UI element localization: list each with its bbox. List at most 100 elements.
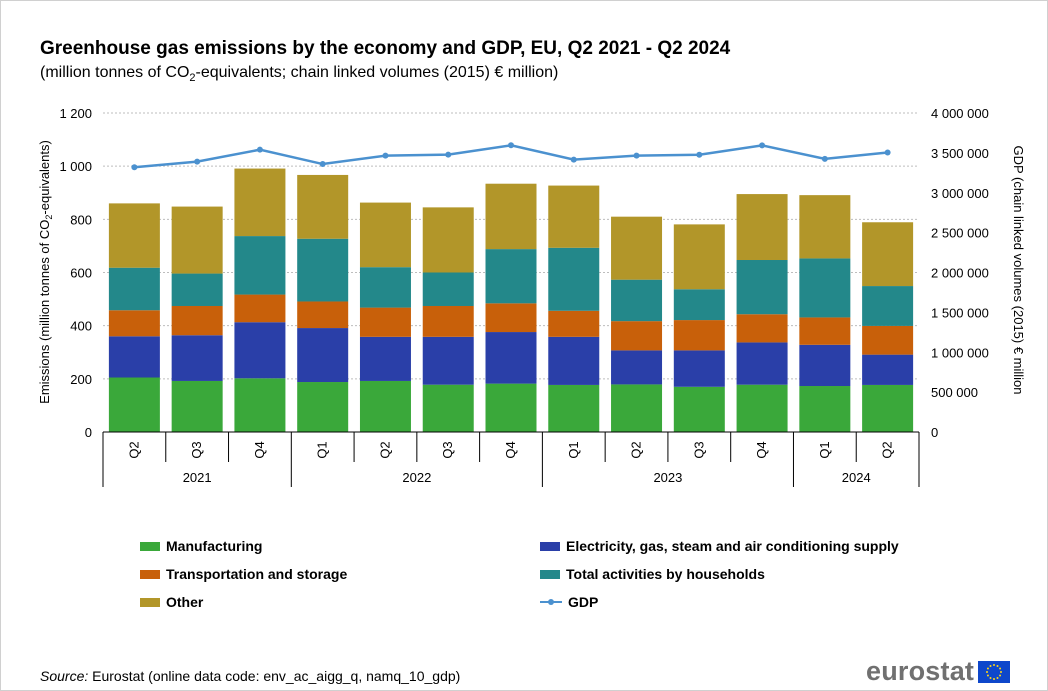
gdp-point [445, 151, 452, 158]
y-tick-right-label: 4 000 000 [931, 106, 989, 121]
legend-label: Other [166, 594, 204, 610]
bar-segment [485, 303, 537, 333]
y-tick-left-label: 1 200 [59, 106, 92, 121]
chart-subtitle: (million tonnes of CO2-equivalents; chai… [40, 64, 558, 84]
bar-segment [673, 320, 725, 351]
bar-segment [862, 325, 914, 355]
gdp-line-series [131, 142, 891, 171]
eurostat-logo: eurostat [866, 656, 1011, 687]
bar-segment [171, 380, 223, 432]
ylabel-sub: 2 [44, 215, 54, 220]
bar-segment [171, 206, 223, 274]
bar-segment [234, 322, 286, 379]
bar-segment [171, 273, 223, 306]
x-tick-label: Q4 [754, 441, 769, 458]
x-tick-label: Q2 [377, 441, 392, 458]
legend-swatch [140, 597, 160, 607]
bar-segment [611, 350, 663, 385]
subtitle-subscript: 2 [189, 72, 196, 85]
bar-segment [485, 383, 537, 432]
y-tick-right-label: 3 500 000 [931, 146, 989, 161]
gdp-point [256, 146, 263, 153]
bar-segment [736, 342, 788, 385]
flag-star [993, 677, 996, 680]
y-tick-right-label: 3 000 000 [931, 186, 989, 201]
bar-segment [359, 336, 411, 381]
x-group-label: 2024 [842, 470, 871, 485]
bar-segment [359, 307, 411, 337]
gdp-point [633, 152, 640, 159]
legend-label: Electricity, gas, steam and air conditio… [566, 538, 899, 554]
flag-star [993, 663, 996, 666]
x-tick-label: Q2 [629, 441, 644, 458]
y-tick-right-label: 1 000 000 [931, 345, 989, 360]
y-axis-right-label: GDP (chain linked volumes (2015) € milli… [1011, 145, 1026, 394]
bar-segment [799, 317, 851, 345]
chart-title: Greenhouse gas emissions by the economy … [40, 38, 731, 59]
bar-segment [171, 335, 223, 381]
bar-segment [485, 183, 537, 250]
gdp-line [134, 144, 888, 169]
x-tick-label: Q2 [880, 441, 895, 458]
x-group-label: 2023 [653, 470, 682, 485]
x-tick-label: Q3 [189, 441, 204, 458]
legend-swatch [140, 569, 160, 579]
gdp-point [821, 155, 828, 162]
x-tick-label: Q4 [252, 441, 267, 458]
bar-segment [234, 236, 286, 295]
logo-text: eurostat [866, 656, 975, 686]
bar-segment [234, 168, 286, 237]
ylabel-pre: Emissions (million tonnes of CO [37, 220, 52, 404]
legend-swatch [140, 541, 160, 551]
y-tick-left-label: 200 [70, 372, 92, 387]
y-tick-right-label: 1 500 000 [931, 305, 989, 320]
legend-swatch [540, 569, 560, 579]
x-tick-label: Q3 [440, 441, 455, 458]
bar-segment [862, 384, 914, 432]
bar-segment [799, 195, 851, 259]
bar-segment [359, 380, 411, 432]
bar-segment [297, 328, 349, 383]
bar-segment [297, 301, 349, 329]
source-label: Source: [40, 668, 89, 684]
legend-label: Transportation and storage [166, 566, 348, 582]
gdp-point [131, 164, 138, 171]
legend-item: Transportation and storage [140, 566, 347, 582]
bar-segment [359, 267, 411, 308]
legend-item: Electricity, gas, steam and air conditio… [540, 538, 899, 554]
bar-segment [422, 305, 474, 337]
gdp-point [319, 161, 326, 168]
y-tick-left-label: 0 [85, 425, 92, 440]
bar-segment [862, 354, 914, 385]
bar-segment [862, 222, 914, 287]
y-tick-right-label: 2 000 000 [931, 266, 989, 281]
bar-segment [611, 279, 663, 322]
bar-segment [799, 386, 851, 432]
gdp-point [884, 149, 891, 156]
bar-segment [485, 249, 537, 304]
bar-segment [422, 336, 474, 385]
legend-label: Manufacturing [166, 538, 263, 554]
bar-segment [673, 224, 725, 290]
y-axis-left-ticks: 0 200 400 600 800 1 000 1 200 [59, 106, 92, 440]
bar-segment [108, 203, 160, 268]
bar-segment [108, 336, 160, 378]
bar-segment [611, 321, 663, 351]
flag-star [987, 667, 990, 669]
x-group-label: 2021 [183, 470, 212, 485]
x-tick-label: Q1 [566, 441, 581, 458]
x-group-label: 2022 [402, 470, 431, 485]
bar-segment [611, 216, 663, 280]
x-tick-label: Q4 [503, 441, 518, 458]
bar-segment [548, 310, 600, 337]
gdp-point [759, 142, 766, 149]
bar-segment [673, 386, 725, 432]
legend-label: Total activities by households [566, 566, 765, 582]
bar-segment [548, 384, 600, 432]
bar-segment [736, 384, 788, 432]
bar-segment [234, 378, 286, 432]
legend-swatch [540, 598, 562, 607]
x-axis: Q2 Q3 Q4 Q1 Q2 Q3 Q4 Q1 Q2 Q3 Q4 Q1 Q2 2021 2022 2023 20… [102, 431, 920, 487]
bar-segment [422, 207, 474, 273]
x-tick-label: Q2 [126, 441, 141, 458]
